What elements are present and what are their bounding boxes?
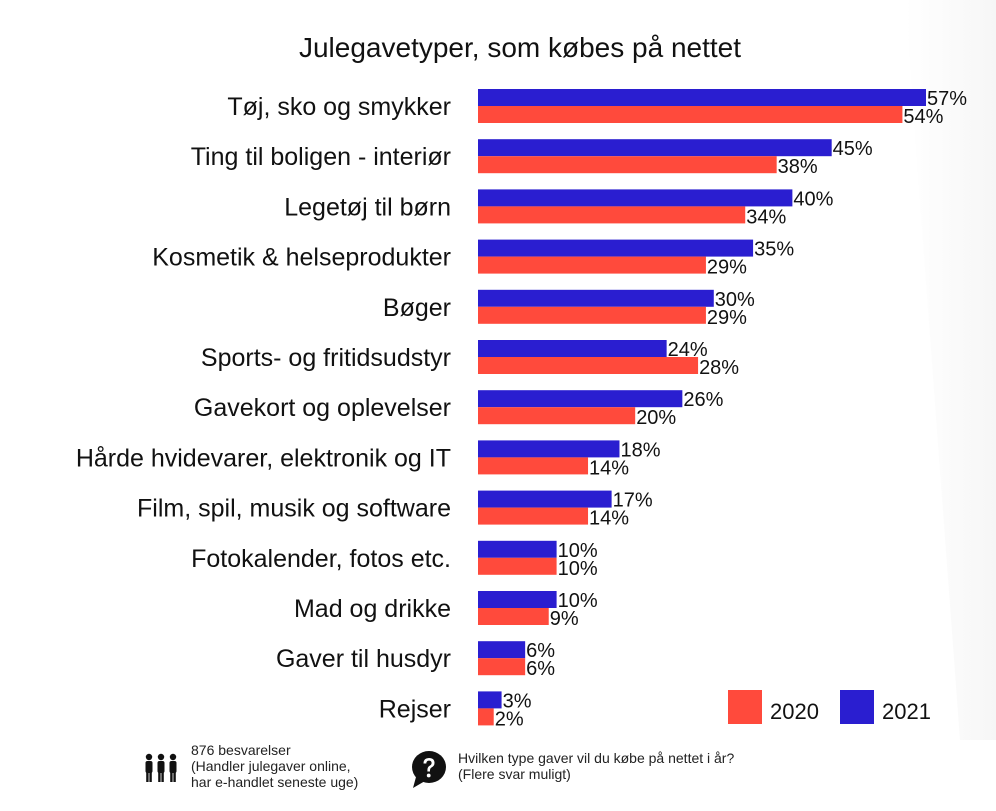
value-label-2020: 29% [707,257,747,279]
value-label-2021: 30% [715,289,755,311]
question-text: Hvilken type gaver vil du købe på nettet… [458,750,735,766]
bar-2020 [478,608,549,625]
bar-2020 [478,206,746,224]
respondents-count: 876 besvarelser [191,742,291,758]
category-label: Fotokalender, fotos etc. [191,545,451,573]
people-icon [145,753,177,782]
bar-2020 [478,708,494,726]
value-labels: 57%54%45%38%40%34%35%29%30%29%24%28%26%2… [495,88,968,730]
value-label-2021: 6% [526,640,555,662]
respondents-info: 876 besvarelser (Handler julegaver onlin… [143,742,358,790]
value-label-2021: 3% [503,690,532,712]
value-label-2021: 45% [833,138,873,160]
value-label-2021: 24% [668,339,708,361]
category-label: Film, spil, musik og software [137,495,451,523]
category-label: Bøger [383,294,451,322]
chart-title: Julegavetyper, som købes på nettet [299,32,741,63]
respondents-note-1: (Handler julegaver online, [191,758,351,774]
value-label-2020: 34% [746,206,786,228]
value-label-2021: 10% [558,590,598,612]
category-label: Legetøj til børn [284,193,451,221]
question-bubble-icon [412,751,446,788]
bar-2021 [478,390,683,408]
category-label: Rejser [379,695,451,723]
bar-2021 [478,189,793,207]
value-label-2020: 29% [707,307,747,329]
question-info: Hvilken type gaver vil du købe på nettet… [410,750,734,790]
legend-label-2020: 2020 [770,699,819,724]
category-label: Hårde hvidevarer, elektronik og IT [76,444,451,472]
bar-2020 [478,457,589,475]
bar-2020 [478,106,903,123]
value-label-2021: 10% [558,540,598,562]
category-label: Ting til boligen - interiør [191,143,451,171]
bar-2021 [478,490,612,508]
legend: 2020 2021 [728,690,931,724]
bar-2021 [478,540,557,558]
legend-label-2021: 2021 [882,699,931,724]
value-label-2020: 10% [558,558,598,580]
bar-2021 [478,591,557,608]
category-label: Mad og drikke [294,595,451,623]
value-label-2020: 9% [550,608,579,630]
category-label: Kosmetik & helseprodukter [152,244,451,272]
value-label-2020: 28% [699,357,739,379]
bars [478,89,926,726]
question-note: (Flere svar muligt) [458,766,571,782]
value-label-2021: 40% [793,188,833,210]
bar-2021 [478,440,620,458]
value-label-2021: 35% [754,239,794,261]
bar-2020 [478,658,526,676]
value-label-2020: 2% [495,708,524,730]
bar-2020 [478,557,557,575]
value-label-2020: 6% [526,658,555,680]
bar-2021 [478,340,667,357]
category-label: Sports- og fritidsudstyr [201,344,451,372]
category-labels: Tøj, sko og smykker Ting til boligen - in… [76,93,451,723]
bar-2020 [478,306,706,324]
legend-swatch-2021 [840,690,874,724]
value-label-2021: 57% [927,88,967,110]
bar-2020 [478,407,636,425]
value-label-2020: 54% [903,106,943,128]
value-label-2020: 14% [589,457,629,479]
category-label: Tøj, sko og smykker [227,93,451,121]
respondents-note-2: har e-handlet seneste uge) [191,774,359,790]
bar-2021 [478,641,526,659]
bar-2020 [478,156,777,174]
value-label-2021: 18% [620,439,660,461]
bar-2021 [478,89,926,106]
legend-swatch-2020 [728,690,762,724]
bar-2020 [478,507,589,525]
category-label: Gaver til husdyr [276,645,451,673]
bar-2020 [478,357,699,374]
bar-2021 [478,691,502,709]
value-label-2021: 17% [613,490,653,512]
category-label: Gavekort og oplevelser [194,394,451,422]
value-label-2020: 38% [778,156,818,178]
bar-2021 [478,139,832,157]
bar-2021 [478,239,754,257]
value-label-2021: 26% [683,389,723,411]
bar-2020 [478,256,706,274]
value-label-2020: 14% [589,508,629,530]
bar-chart: Julegavetyper, som købes på nettet Tøj, … [75,0,996,740]
value-label-2020: 20% [636,407,676,429]
bar-2021 [478,289,714,307]
